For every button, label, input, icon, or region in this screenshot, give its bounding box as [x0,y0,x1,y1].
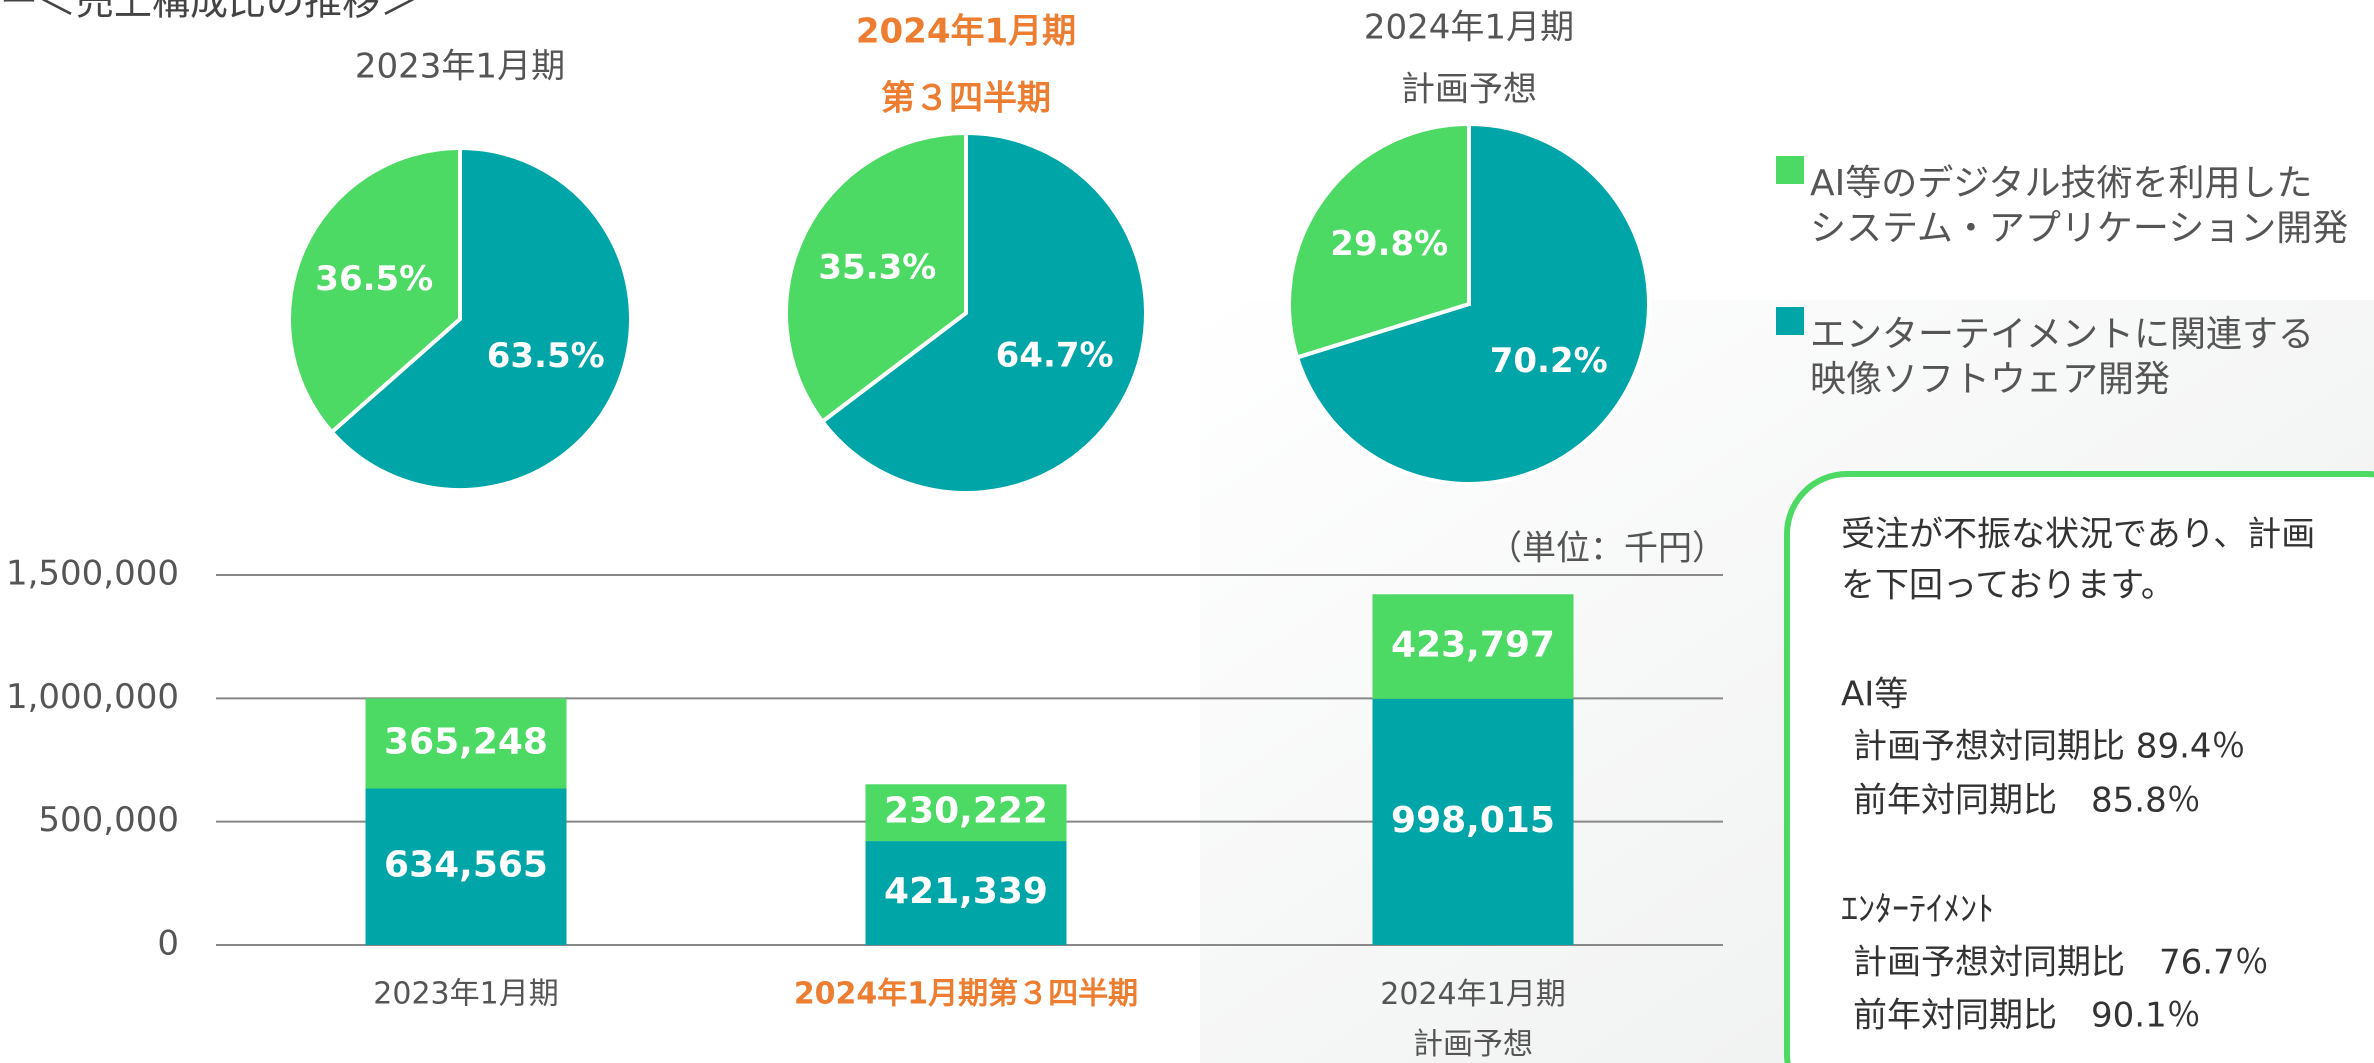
bar-value-label: 998,015 [1391,800,1555,841]
pie-value-label: 35.3% [818,247,936,287]
bar-segment [865,784,1067,842]
note-line: 前年対同期比 90.1％ [1853,996,2201,1036]
bar-segment [1372,594,1574,699]
pie-value-label: 64.7% [996,336,1114,376]
x-tick-label: 2023年1月期 [373,977,558,1012]
legend-label: エンターテイメントに関連する映像ソフトウェア開発 [1810,314,2314,400]
note-box [1784,471,2374,1063]
bar-segment [1372,698,1574,945]
pie-slice [784,130,968,425]
heading: ー＜売上構成比の推移＞ [0,0,418,24]
note-line: を下回っております。 [1841,566,2175,606]
x-tick-label: 2024年1月期第３四半期 [794,977,1138,1012]
pie-title: 第３四半期 [881,79,1051,119]
note-line: 前年対同期比 85.8％ [1853,781,2201,821]
legend-swatch [1776,307,1804,335]
pie-title: 2024年1月期 [856,12,1076,52]
pie-slice [1294,121,1651,486]
pie-slice [328,145,633,492]
note-line: ｴﾝﾀｰﾃｲﾒﾝﾄ [1841,890,1994,930]
pie-slice [819,130,1148,495]
legend-label: AI等のデジタル技術を利用したシステム・アプリケーション開発 [1810,163,2348,249]
bar-value-label: 421,339 [884,871,1048,912]
pie-title: 2024年1月期 [1364,8,1574,48]
bar-value-label: 230,222 [884,791,1048,832]
note-line: 計画予想対同期比 89.4％ [1853,727,2246,767]
bar-value-label: 365,248 [384,721,548,762]
pie-value-label: 29.8% [1330,224,1448,264]
note-line: 計画予想対同期比 76.7％ [1853,943,2269,983]
note-line: AI等 [1841,675,1908,715]
x-tick-label: 2024年1月期計画予想 [1380,977,1565,1062]
pie-value-label: 70.2% [1490,341,1608,381]
pie-slice [1286,121,1471,360]
bar-segment [365,788,567,945]
y-tick-label: 500,000 [38,800,179,840]
y-tick-label: 0 [157,924,179,964]
y-tick-label: 1,500,000 [6,554,179,594]
pie-value-label: 36.5% [315,259,433,299]
y-tick-label: 1,000,000 [6,677,179,717]
pie-title: 計画予想 [1401,70,1537,110]
pie-slice [287,145,462,435]
pie-title: 2023年1月期 [355,47,565,87]
unit-label: （単位：千円） [1488,529,1726,569]
bar-segment [865,841,1067,945]
legend-swatch [1776,156,1804,184]
bar-segment [365,698,567,789]
note-line: 受注が不振な状況であり、計画 [1841,515,2315,555]
bar-value-label: 423,797 [1391,625,1555,666]
pie-value-label: 63.5% [487,336,605,376]
bar-value-label: 634,565 [384,845,548,886]
